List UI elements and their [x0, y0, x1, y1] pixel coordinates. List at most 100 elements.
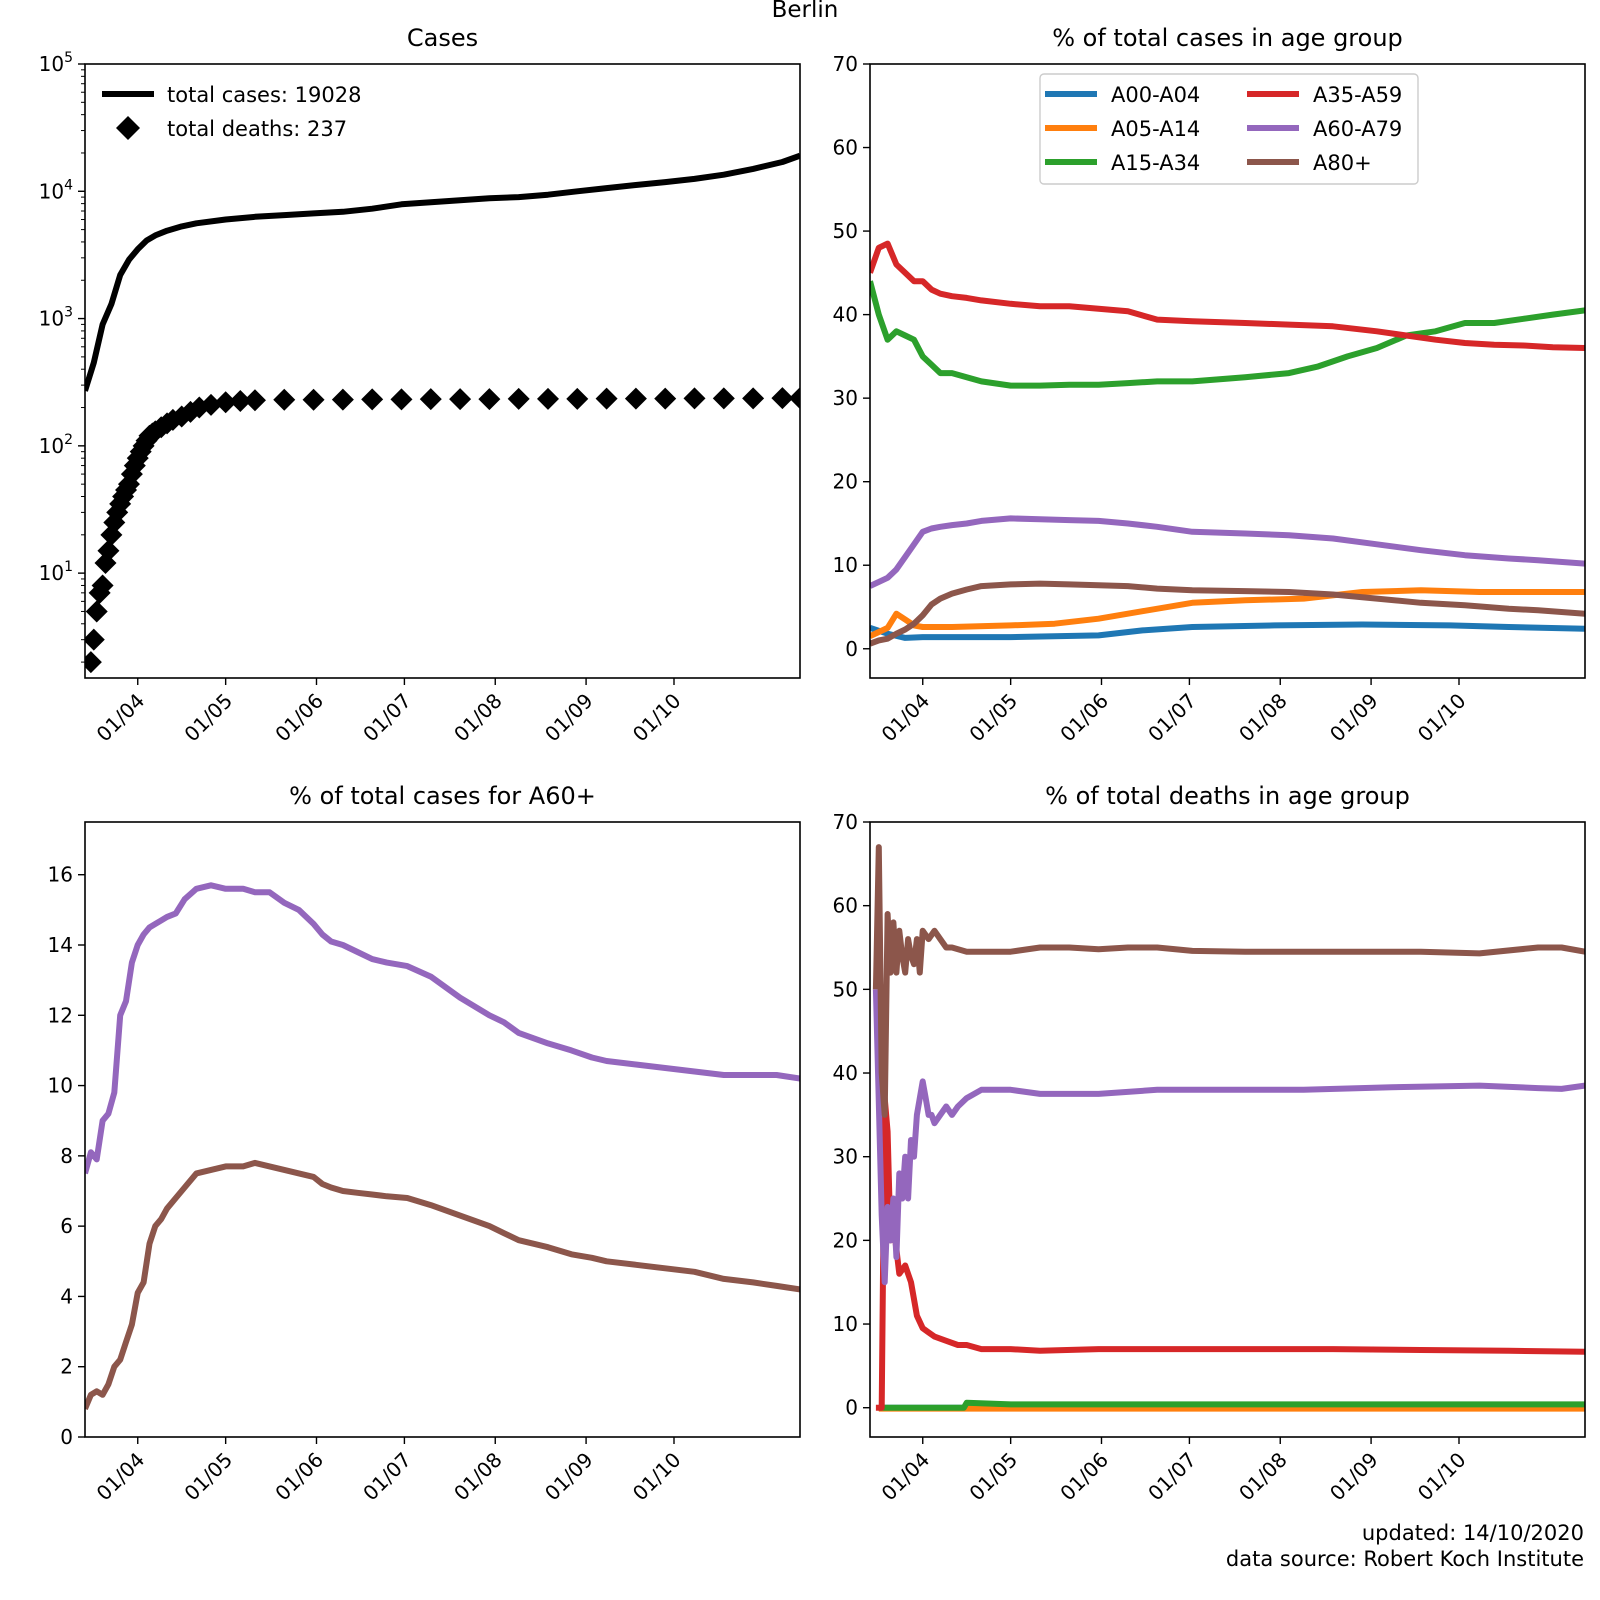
x-tick-label: 01/09 — [1325, 1448, 1383, 1506]
series-line-A80+ — [872, 844, 1585, 1118]
death-point — [390, 388, 413, 411]
series-line-A05-A14 — [870, 587, 1585, 639]
y-tick-label: 2 — [60, 1355, 73, 1379]
plot-area — [85, 882, 800, 1411]
series-line-total cases — [85, 152, 800, 392]
chart-cases: Cases 101 102 103 104 105 01/04 01/05 01/06 01/07… — [39, 24, 801, 747]
y-tick-label: 104 — [39, 177, 73, 203]
x-tick-label: 01/06 — [1055, 1448, 1113, 1506]
chart-a60plus: % of total cases for A60+ 0 2 4 6 8 10 12 14 16 01… — [48, 782, 801, 1506]
chart-title: % of total cases in age group — [1052, 24, 1403, 52]
y-tick-label: 70 — [833, 52, 858, 76]
plot-area — [870, 240, 1585, 647]
legend-marker-total-deaths — [116, 116, 140, 140]
figure-title: Berlin — [771, 0, 839, 23]
series-line-A80+ — [85, 1159, 800, 1411]
death-point — [789, 387, 800, 410]
axes-frame — [84, 63, 801, 679]
axes-frame — [869, 821, 1586, 1438]
legend: A00-A04 A05-A14 A15-A34 A35-A59 A60-A79 A80+ — [1039, 73, 1419, 185]
x-tick-label: 01/08 — [1234, 689, 1292, 747]
y-tick-label: 40 — [833, 1061, 858, 1085]
y-tick-label: 60 — [833, 894, 858, 918]
x-tick-label: 01/07 — [1143, 1448, 1201, 1506]
death-point — [742, 387, 765, 410]
death-point — [771, 387, 794, 410]
y-tick-label: 70 — [833, 810, 858, 834]
y-tick-label: 10 — [833, 553, 858, 577]
legend: total cases: 19028 total deaths: 237 — [102, 83, 361, 141]
death-point — [214, 391, 237, 414]
x-tick-label: 01/08 — [449, 689, 507, 747]
death-point — [106, 501, 129, 524]
legend-label-A35-A59: A35-A59 — [1313, 83, 1402, 107]
y-tick-label: 20 — [833, 470, 858, 494]
death-point — [273, 388, 296, 411]
death-point — [595, 387, 618, 410]
death-point — [507, 387, 530, 410]
axes-frame — [869, 63, 1586, 679]
footer-updated: updated: 14/10/2020 — [1361, 1521, 1584, 1545]
legend-label-total-deaths: total deaths: 237 — [167, 117, 347, 141]
plot-area — [85, 152, 800, 674]
x-tick-label: 01/07 — [1143, 689, 1201, 747]
plot-area — [872, 844, 1585, 1412]
y-tick-label: 0 — [60, 1425, 73, 1449]
death-point — [302, 388, 325, 411]
x-tick-label: 01/06 — [270, 689, 328, 747]
y-tick-label: 14 — [48, 933, 73, 957]
series-line-A15-A34 — [870, 280, 1585, 389]
x-tick-label: 01/09 — [540, 1448, 598, 1506]
legend-box — [1039, 73, 1419, 185]
chart-age_cases: % of total cases in age group 0 10 20 30 40 50… — [833, 24, 1586, 747]
y-tick-label: 30 — [833, 386, 858, 410]
death-point — [566, 387, 589, 410]
death-point — [712, 387, 735, 410]
series-line-A80+ — [870, 580, 1585, 647]
series-line-A35-A59 — [875, 1095, 1585, 1411]
x-tick-label: 01/05 — [179, 1448, 237, 1506]
death-point — [97, 539, 120, 562]
series-line-A60-A79 — [870, 515, 1585, 589]
legend-label-A15-A34: A15-A34 — [1111, 151, 1200, 175]
chart-title: % of total deaths in age group — [1045, 782, 1410, 810]
y-tick-label: 0 — [845, 1396, 858, 1420]
series-line-A35-A59 — [870, 240, 1585, 351]
legend-label-A05-A14: A05-A14 — [1111, 117, 1200, 141]
y-tick-label: 105 — [39, 50, 73, 76]
footer-source: data source: Robert Koch Institute — [1225, 1547, 1584, 1571]
x-tick-label: 01/04 — [877, 1448, 935, 1506]
death-point — [85, 600, 108, 623]
x-tick-label: 01/04 — [92, 689, 150, 747]
y-tick-label: 4 — [60, 1284, 73, 1308]
x-tick-label: 01/06 — [270, 1448, 328, 1506]
legend-label-A80+: A80+ — [1313, 151, 1372, 175]
y-tick-label: 50 — [833, 219, 858, 243]
series-line-A15-A34 — [878, 1399, 1585, 1411]
death-point — [103, 511, 126, 534]
y-tick-label: 40 — [833, 303, 858, 327]
x-tick-label: 01/05 — [964, 1448, 1022, 1506]
death-point — [85, 651, 102, 674]
x-tick-label: 01/04 — [92, 1448, 150, 1506]
death-point — [478, 388, 501, 411]
y-tick-label: 10 — [833, 1312, 858, 1336]
y-tick-label: 16 — [48, 863, 73, 887]
chart-age_deaths: % of total deaths in age group 0 10 20 30 40 5… — [833, 782, 1586, 1506]
series-line-A00-A04 — [870, 621, 1585, 641]
series-line-A60-A79 — [872, 989, 1585, 1286]
y-tick-label: 8 — [60, 1144, 73, 1168]
death-point — [419, 388, 442, 411]
y-tick-label: 102 — [39, 432, 73, 458]
x-tick-label: 01/10 — [628, 689, 686, 747]
death-point — [229, 390, 252, 413]
y-tick-label: 101 — [39, 559, 73, 585]
x-tick-label: 01/07 — [358, 1448, 416, 1506]
x-tick-label: 01/06 — [1055, 689, 1113, 747]
y-tick-label: 10 — [48, 1074, 73, 1098]
x-tick-label: 01/09 — [1325, 689, 1383, 747]
death-point — [624, 387, 647, 410]
y-tick-label: 50 — [833, 977, 858, 1001]
legend-label-A00-A04: A00-A04 — [1111, 83, 1200, 107]
death-point — [683, 387, 706, 410]
